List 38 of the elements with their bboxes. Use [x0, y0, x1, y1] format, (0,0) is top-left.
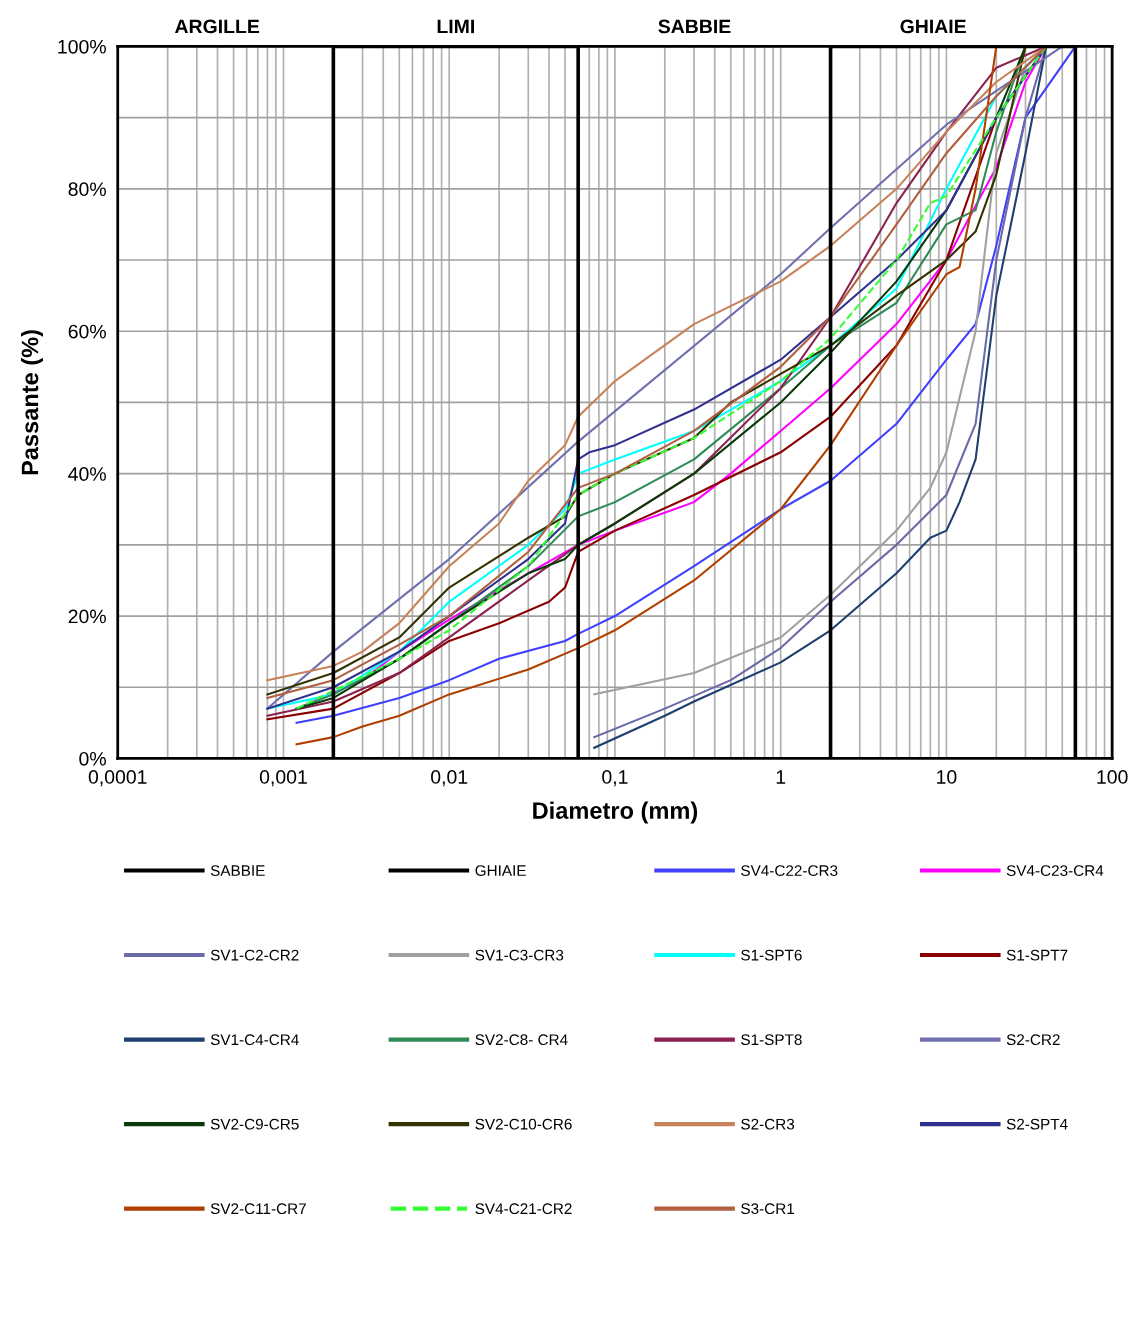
x-tick-label: 10 — [937, 770, 957, 784]
y-axis-title: Passante (%) — [20, 330, 43, 475]
legend-label: S2-SPT4 — [1006, 1118, 1068, 1130]
y-tick-label: 80% — [68, 182, 106, 197]
x-tick-label: 1 — [776, 770, 786, 784]
legend-label: S1-SPT7 — [1006, 949, 1068, 961]
legend-label: S2-CR2 — [1006, 1034, 1060, 1046]
legend-label: SV2-C10-CR6 — [475, 1118, 572, 1130]
text: LIMI — [437, 19, 474, 34]
legend-label: S1-SPT8 — [741, 1034, 802, 1046]
y-tick-label: 0% — [79, 751, 106, 766]
legend-label: SV4-C23-CR4 — [1006, 865, 1104, 877]
legend-label: S1-SPT6 — [741, 949, 802, 961]
x-tick-label: 100 — [1097, 770, 1128, 784]
legend-label: SV1-C4-CR4 — [210, 1034, 299, 1046]
legend-label: SV4-C22-CR3 — [741, 865, 838, 877]
legend-label: S2-CR3 — [741, 1118, 795, 1130]
x-tick-label: 0,001 — [259, 770, 307, 787]
y-tick-label: 100% — [58, 39, 106, 54]
x-axis-title: Diametro (mm) — [533, 801, 698, 824]
legend-label: SV4-C21-CR2 — [475, 1203, 572, 1215]
y-tick-label: 60% — [68, 324, 106, 339]
legend-label: SV2-C9-CR5 — [210, 1118, 299, 1130]
legend-label: SV1-C3-CR3 — [475, 949, 564, 961]
legend-label: SV1-C2-CR2 — [210, 949, 299, 961]
text: SABBIE — [658, 19, 731, 34]
text: GHIAIE — [900, 19, 966, 34]
x-tick-label: 0,01 — [431, 770, 468, 787]
legend-label: SV2-C8- CR4 — [475, 1034, 568, 1046]
x-tick-label: 0,1 — [602, 770, 628, 787]
legend-label: SABBIE — [210, 865, 265, 877]
legend-label: GHIAIE — [475, 865, 526, 877]
legend-label: S3-CR1 — [741, 1203, 794, 1215]
legend-label: SV2-C11-CR7 — [210, 1203, 306, 1215]
y-tick-label: 40% — [68, 467, 106, 481]
text: ARGILLE — [174, 19, 260, 34]
x-tick-label: 0,0001 — [88, 770, 147, 787]
y-tick-label: 20% — [68, 609, 106, 624]
